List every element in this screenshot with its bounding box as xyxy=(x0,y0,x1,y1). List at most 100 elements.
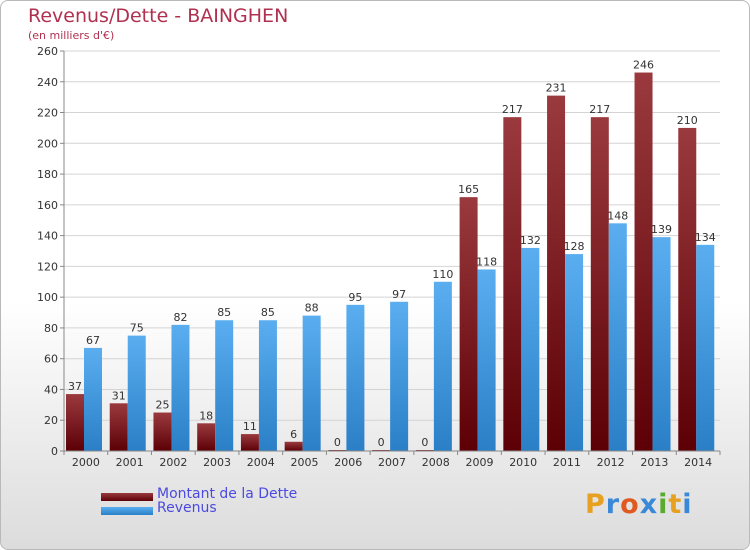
logo-letter: P xyxy=(585,489,606,520)
value-label-revenus: 110 xyxy=(432,268,453,281)
bar-dette xyxy=(503,117,522,452)
logo-letter: r xyxy=(605,489,621,520)
x-tick-label: 2010 xyxy=(509,456,537,469)
value-label-revenus: 128 xyxy=(564,240,585,253)
bar-revenus xyxy=(302,315,321,451)
axes: 0204060801001201401601802002202402602000… xyxy=(37,45,721,469)
bar-revenus xyxy=(346,304,365,451)
value-label-dette: 165 xyxy=(458,183,479,196)
value-label-revenus: 95 xyxy=(348,291,362,304)
value-label-revenus: 148 xyxy=(607,209,628,222)
value-label-dette: 11 xyxy=(243,420,257,433)
x-tick-label: 2006 xyxy=(334,456,362,469)
x-tick-label: 2007 xyxy=(378,456,406,469)
bar-revenus xyxy=(477,269,496,451)
bar-dette xyxy=(634,72,653,452)
bar-dette xyxy=(109,403,128,451)
value-label-dette: 18 xyxy=(199,409,213,422)
value-label-revenus: 139 xyxy=(651,223,672,236)
y-tick-label: 240 xyxy=(37,76,58,89)
value-label-revenus: 85 xyxy=(217,306,231,319)
chart-title: Revenus/Dette - BAINGHEN xyxy=(28,5,289,27)
bar-dette xyxy=(547,95,566,451)
bar-dette xyxy=(678,127,697,451)
value-label-dette: 0 xyxy=(334,436,341,449)
value-label-dette: 25 xyxy=(155,399,169,412)
logo-letter: i xyxy=(682,489,693,520)
y-tick-label: 120 xyxy=(37,260,58,273)
value-label-dette: 217 xyxy=(589,103,610,116)
value-label-dette: 31 xyxy=(112,389,126,402)
x-tick-label: 2008 xyxy=(422,456,450,469)
value-label-dette: 37 xyxy=(68,380,82,393)
legend-label-dette: Montant de la Dette xyxy=(157,486,298,502)
bar-dette xyxy=(153,412,172,451)
x-tick-label: 2000 xyxy=(72,456,100,469)
bar-revenus xyxy=(565,254,584,451)
chart-subtitle: (en milliers d'€) xyxy=(28,29,115,42)
bar-dette xyxy=(197,423,216,451)
value-label-revenus: 132 xyxy=(520,234,541,247)
x-tick-label: 2001 xyxy=(116,456,144,469)
x-tick-label: 2009 xyxy=(465,456,493,469)
logo-letter: t xyxy=(668,489,683,520)
value-label-dette: 0 xyxy=(378,436,385,449)
bar-revenus xyxy=(127,335,146,451)
y-tick-label: 220 xyxy=(37,107,58,120)
value-label-revenus: 97 xyxy=(392,288,406,301)
x-tick-label: 2003 xyxy=(203,456,231,469)
bars: 37 67 31 75 25 82 18 85 11 85 6 88 0 95 0 97 0 110 165 118 2… xyxy=(66,59,716,452)
y-tick-label: 0 xyxy=(51,445,58,458)
value-label-revenus: 118 xyxy=(476,255,497,268)
y-tick-label: 160 xyxy=(37,199,58,212)
y-tick-label: 200 xyxy=(37,137,58,150)
y-tick-label: 260 xyxy=(37,45,58,58)
value-label-revenus: 88 xyxy=(305,302,319,315)
x-tick-label: 2004 xyxy=(247,456,275,469)
y-tick-label: 60 xyxy=(44,353,58,366)
legend-swatch-dette xyxy=(101,493,153,501)
proxiti-logo: Proxiti xyxy=(585,489,693,520)
legend-label-revenus: Revenus xyxy=(157,500,217,516)
logo-letter: o xyxy=(620,489,640,520)
y-tick-label: 180 xyxy=(37,168,58,181)
value-label-revenus: 134 xyxy=(695,231,716,244)
bar-revenus xyxy=(84,347,102,451)
logo-letter: i xyxy=(658,489,669,520)
x-tick-label: 2002 xyxy=(159,456,187,469)
value-label-dette: 210 xyxy=(677,114,698,127)
bar-revenus xyxy=(433,281,452,451)
value-label-dette: 6 xyxy=(290,428,297,441)
bar-dette xyxy=(240,434,259,451)
bar-dette xyxy=(459,197,478,451)
value-label-revenus: 85 xyxy=(261,306,275,319)
y-tick-label: 140 xyxy=(37,230,58,243)
bar-dette xyxy=(66,394,84,451)
x-tick-label: 2013 xyxy=(640,456,668,469)
x-tick-label: 2005 xyxy=(291,456,319,469)
value-label-dette: 0 xyxy=(421,436,428,449)
value-label-dette: 246 xyxy=(633,59,654,72)
logo-letter: x xyxy=(639,489,659,520)
bar-revenus xyxy=(696,244,715,451)
y-tick-label: 20 xyxy=(44,414,58,427)
bar-revenus xyxy=(171,324,190,451)
value-label-revenus: 75 xyxy=(130,322,144,335)
bar-revenus xyxy=(521,247,540,451)
x-tick-label: 2011 xyxy=(553,456,581,469)
bar-revenus xyxy=(258,320,277,451)
y-tick-label: 100 xyxy=(37,291,58,304)
value-label-dette: 231 xyxy=(546,82,567,95)
y-tick-label: 40 xyxy=(44,383,58,396)
bar-dette xyxy=(590,117,609,452)
value-label-dette: 217 xyxy=(502,103,523,116)
y-tick-label: 80 xyxy=(44,322,58,335)
value-label-revenus: 67 xyxy=(86,334,100,347)
x-tick-label: 2014 xyxy=(684,456,712,469)
bar-revenus xyxy=(390,301,409,451)
legend-swatch-revenus xyxy=(101,507,153,515)
bar-revenus xyxy=(608,223,627,451)
bar-revenus xyxy=(652,237,671,451)
